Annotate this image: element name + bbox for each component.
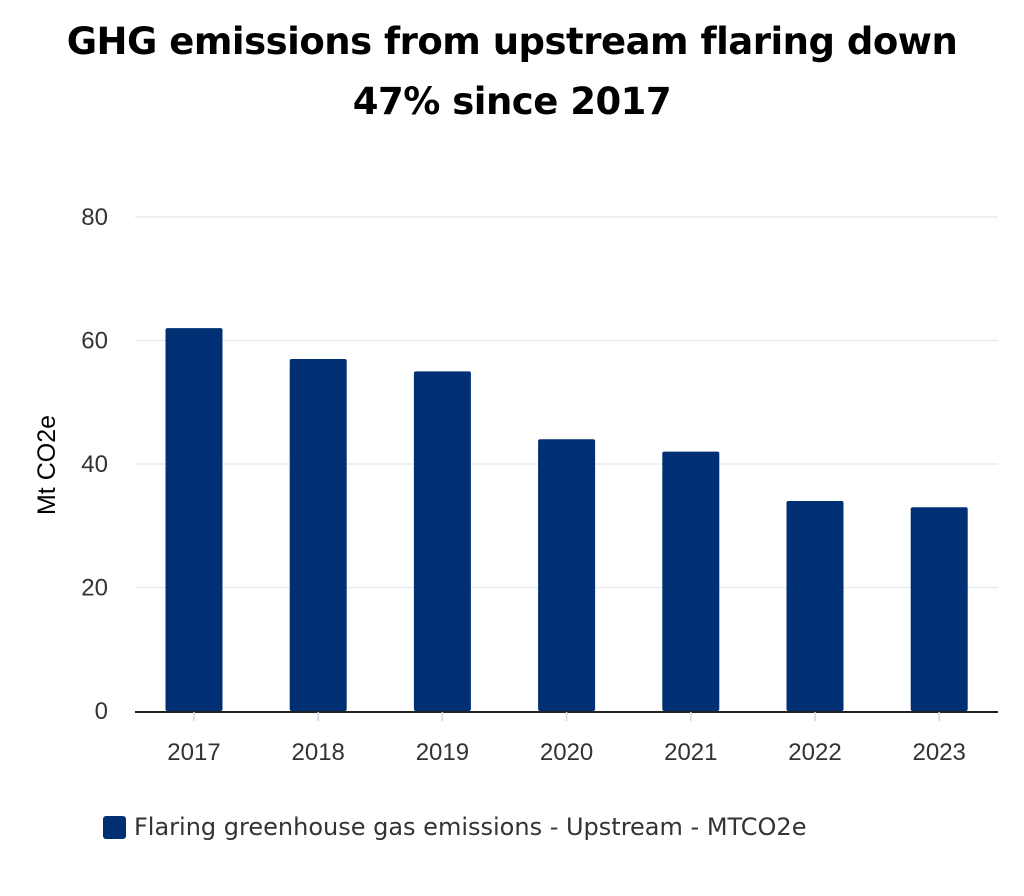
y-tick-label-60: 60 xyxy=(81,328,108,355)
y-tick-label-80: 80 xyxy=(81,204,108,231)
chart-title-line-1: GHG emissions from upstream flaring down xyxy=(66,20,958,63)
legend[interactable]: Flaring greenhouse gas emissions - Upstr… xyxy=(103,810,806,844)
chart-title: GHG emissions from upstream flaring down… xyxy=(0,12,1024,132)
bar-2017 xyxy=(165,328,223,711)
x-axis-ticks: 2017 2018 2019 2020 2021 2022 2023 xyxy=(167,712,966,766)
bar-2023 xyxy=(910,507,968,711)
y-tick-label-0: 0 xyxy=(95,698,108,725)
bar-2021 xyxy=(662,451,720,711)
legend-swatch xyxy=(103,815,126,839)
y-axis-ticks: 0 20 40 60 80 xyxy=(81,204,108,725)
bar-2022 xyxy=(786,501,844,711)
bar-2019 xyxy=(413,371,471,711)
chart-title-line-2: 47% since 2017 xyxy=(352,80,672,123)
x-tick-label-2018: 2018 xyxy=(292,739,345,766)
bars xyxy=(165,328,968,711)
x-tick-label-2021: 2021 xyxy=(664,739,717,766)
bar-2018 xyxy=(289,359,347,711)
bar-2020 xyxy=(538,439,596,711)
y-axis-label: Mt CO2e xyxy=(33,415,61,515)
x-tick-label-2022: 2022 xyxy=(788,739,841,766)
x-tick-label-2019: 2019 xyxy=(416,739,469,766)
y-tick-label-20: 20 xyxy=(81,575,108,602)
x-tick-label-2020: 2020 xyxy=(540,739,593,766)
y-tick-label-40: 40 xyxy=(81,451,108,478)
x-tick-label-2023: 2023 xyxy=(913,739,966,766)
legend-label: Flaring greenhouse gas emissions - Upstr… xyxy=(134,813,807,841)
x-tick-label-2017: 2017 xyxy=(167,739,220,766)
